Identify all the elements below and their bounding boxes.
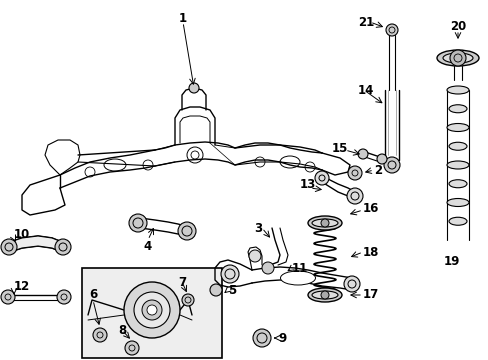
Circle shape bbox=[383, 157, 399, 173]
Ellipse shape bbox=[446, 123, 468, 131]
Text: 14: 14 bbox=[357, 84, 374, 96]
Text: 6: 6 bbox=[89, 288, 97, 302]
Ellipse shape bbox=[446, 198, 468, 207]
Text: 17: 17 bbox=[362, 288, 379, 302]
Text: 13: 13 bbox=[299, 178, 315, 191]
Circle shape bbox=[343, 276, 359, 292]
Circle shape bbox=[252, 329, 270, 347]
Circle shape bbox=[124, 282, 180, 338]
Ellipse shape bbox=[442, 53, 472, 63]
Text: 5: 5 bbox=[227, 284, 236, 297]
Circle shape bbox=[178, 222, 196, 240]
Circle shape bbox=[182, 294, 194, 306]
Circle shape bbox=[248, 250, 261, 262]
Circle shape bbox=[209, 284, 222, 296]
Ellipse shape bbox=[436, 50, 478, 66]
Text: 20: 20 bbox=[449, 20, 465, 33]
Bar bbox=[82, 268, 222, 358]
Text: 9: 9 bbox=[278, 332, 285, 345]
Polygon shape bbox=[10, 236, 62, 252]
Circle shape bbox=[147, 305, 157, 315]
Circle shape bbox=[346, 188, 362, 204]
Circle shape bbox=[129, 214, 147, 232]
Circle shape bbox=[93, 328, 107, 342]
Circle shape bbox=[221, 265, 239, 283]
Circle shape bbox=[55, 239, 71, 255]
Ellipse shape bbox=[446, 161, 468, 169]
Text: 3: 3 bbox=[253, 221, 262, 234]
Circle shape bbox=[262, 262, 273, 274]
Circle shape bbox=[142, 300, 162, 320]
Circle shape bbox=[320, 219, 328, 227]
Text: 15: 15 bbox=[331, 141, 347, 154]
Circle shape bbox=[1, 290, 15, 304]
Text: 11: 11 bbox=[291, 261, 307, 274]
Text: 10: 10 bbox=[14, 228, 30, 241]
Text: 4: 4 bbox=[143, 240, 152, 253]
Circle shape bbox=[449, 50, 465, 66]
Ellipse shape bbox=[448, 105, 466, 113]
Ellipse shape bbox=[311, 291, 337, 299]
Text: 7: 7 bbox=[178, 275, 186, 288]
Text: 21: 21 bbox=[357, 15, 373, 28]
Ellipse shape bbox=[448, 142, 466, 150]
Text: 16: 16 bbox=[362, 202, 379, 215]
Ellipse shape bbox=[311, 219, 337, 227]
Circle shape bbox=[385, 24, 397, 36]
Circle shape bbox=[376, 154, 386, 164]
Circle shape bbox=[1, 239, 17, 255]
Circle shape bbox=[57, 290, 71, 304]
Text: 12: 12 bbox=[14, 280, 30, 293]
Ellipse shape bbox=[307, 288, 341, 302]
Text: 1: 1 bbox=[179, 12, 187, 25]
Ellipse shape bbox=[448, 180, 466, 188]
Ellipse shape bbox=[307, 216, 341, 230]
Text: 8: 8 bbox=[118, 324, 126, 337]
Circle shape bbox=[314, 171, 328, 185]
Ellipse shape bbox=[448, 217, 466, 225]
Circle shape bbox=[134, 292, 170, 328]
Text: 18: 18 bbox=[362, 246, 379, 258]
Circle shape bbox=[357, 149, 367, 159]
Text: 19: 19 bbox=[443, 255, 459, 268]
Circle shape bbox=[347, 166, 361, 180]
Circle shape bbox=[125, 341, 139, 355]
Ellipse shape bbox=[446, 86, 468, 94]
Circle shape bbox=[320, 291, 328, 299]
Ellipse shape bbox=[280, 271, 315, 285]
Circle shape bbox=[189, 83, 199, 93]
Text: 2: 2 bbox=[373, 163, 381, 176]
